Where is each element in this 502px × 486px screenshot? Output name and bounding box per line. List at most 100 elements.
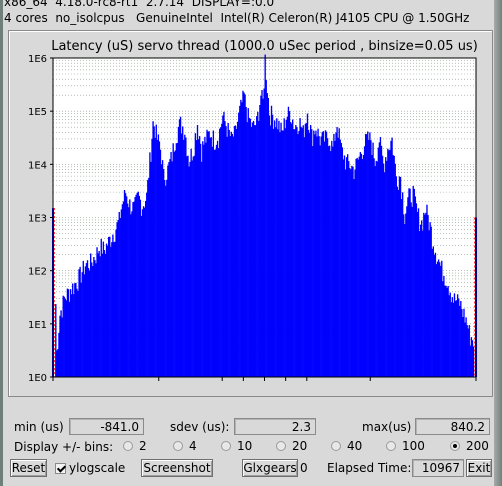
histogram-bar [139, 199, 142, 377]
histogram-bar [145, 200, 147, 377]
histogram-bar [67, 289, 70, 377]
histogram-bar [386, 160, 388, 377]
histogram-bar [253, 125, 256, 377]
histogram-bar [410, 202, 412, 377]
histogram-bar [440, 265, 442, 377]
histogram-bar [59, 315, 61, 377]
histogram-bar [180, 133, 183, 377]
histogram-bar [333, 133, 335, 377]
histogram-bar [380, 145, 383, 377]
histogram-bar [198, 136, 201, 377]
histogram-bar [224, 121, 226, 377]
histogram-bar [182, 126, 184, 377]
histogram-bar [400, 199, 403, 377]
histogram-bar [341, 147, 344, 377]
histogram-bar [211, 146, 213, 377]
histogram-bar [385, 157, 387, 377]
histogram-bar [231, 133, 234, 377]
radio-dot-icon[interactable] [221, 441, 231, 451]
glxgears-button[interactable]: Glxgears [242, 459, 298, 477]
histogram-bar [396, 186, 399, 377]
histogram-bar [151, 138, 153, 377]
histogram-bar [339, 139, 341, 377]
reset-button[interactable]: Reset [10, 459, 47, 477]
histogram-bar [247, 108, 249, 377]
histogram-bar [141, 209, 144, 377]
bins-radio-10[interactable]: 10 [221, 439, 252, 453]
radio-dot-icon[interactable] [123, 441, 133, 451]
radio-dot-icon[interactable] [386, 441, 396, 451]
histogram-bar [118, 212, 120, 377]
bins-radio-label: 10 [237, 439, 253, 453]
histogram-bar [355, 158, 357, 377]
histogram-bar [206, 129, 208, 377]
histogram-bar [213, 149, 216, 377]
bins-radio-40[interactable]: 40 [331, 439, 362, 453]
histogram-bar [266, 93, 268, 377]
histogram-bar [430, 226, 432, 377]
histogram-bar [445, 285, 447, 377]
histogram-bar [298, 131, 300, 377]
histogram-bar [432, 246, 434, 377]
histogram-bar [465, 317, 467, 377]
histogram-bar [148, 177, 150, 377]
histogram-bar [377, 147, 380, 377]
bins-radio-4[interactable]: 4 [173, 439, 197, 453]
histogram-bar [194, 133, 197, 377]
histogram-bar [171, 161, 173, 377]
histogram-bar [265, 80, 267, 377]
ylogscale-check-icon[interactable] [55, 462, 66, 474]
radio-dot-icon[interactable] [450, 441, 460, 451]
histogram-bar [463, 308, 465, 377]
bins-radio-20[interactable]: 20 [276, 439, 307, 453]
histogram-bar [183, 139, 185, 377]
histogram-bar [111, 242, 113, 377]
histogram-bar [208, 131, 210, 377]
histogram-bar [413, 188, 415, 377]
histogram-bar [283, 118, 285, 377]
elapsed-time-value: 10967 [412, 459, 464, 477]
histogram-bar [331, 140, 333, 377]
histogram-bar [296, 127, 298, 377]
exit-button[interactable]: Exit [466, 459, 492, 477]
histogram-bar [345, 157, 348, 377]
histogram-bar [149, 152, 151, 377]
histogram-bar [100, 238, 102, 377]
ylogscale-checkbox[interactable]: ylogscale [55, 461, 125, 475]
histogram-bar [99, 256, 101, 377]
histogram-bar [300, 126, 302, 377]
histogram-bar [406, 206, 408, 377]
histogram-bar [325, 131, 328, 377]
histogram-bar [129, 199, 131, 377]
radio-dot-icon[interactable] [331, 441, 341, 451]
histogram-bar [291, 119, 294, 377]
histogram-bar [324, 130, 327, 377]
radio-dot-icon[interactable] [276, 441, 286, 451]
histogram-bar [330, 151, 332, 377]
histogram-bar [274, 120, 276, 377]
y-tick-label: 1E2 [28, 267, 47, 278]
histogram-bar [230, 131, 233, 377]
histogram-bar [209, 137, 211, 377]
radio-dot-icon[interactable] [173, 441, 183, 451]
histogram-bar [217, 148, 220, 377]
histogram-bar [232, 136, 235, 377]
histogram-bar [78, 269, 80, 377]
bins-radio-100[interactable]: 100 [386, 439, 425, 453]
bins-radio-200[interactable]: 200 [450, 439, 489, 453]
bins-radio-2[interactable]: 2 [123, 439, 147, 453]
histogram-bar [451, 297, 454, 377]
histogram-bar [455, 300, 458, 377]
histogram-bar [431, 248, 433, 377]
histogram-bar [133, 201, 135, 377]
histogram-bar [376, 161, 378, 377]
histogram-bar [468, 325, 470, 377]
histogram-bar [152, 121, 154, 377]
histogram-bar [114, 241, 116, 377]
histogram-bar [57, 349, 59, 377]
histogram-bar [340, 142, 342, 377]
histogram-bar [434, 252, 437, 377]
histogram-bar [116, 222, 118, 377]
histogram-bar [268, 115, 271, 377]
screenshot-button[interactable]: Screenshot [141, 459, 213, 477]
